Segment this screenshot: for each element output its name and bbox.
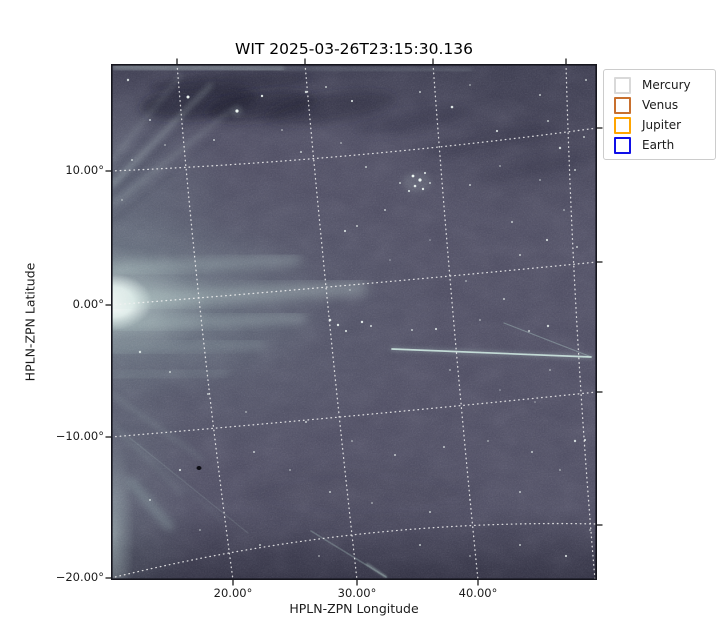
legend-marker-mercury <box>614 76 631 94</box>
y-tick-label: −20.00° <box>55 570 104 584</box>
x-axis-label: HPLN-ZPN Longitude <box>289 601 419 616</box>
legend-item-mercury: Mercury <box>614 75 715 95</box>
y-tick-label: −10.00° <box>55 429 104 443</box>
legend-label: Venus <box>642 98 679 112</box>
legend-item-venus: Venus <box>614 95 715 115</box>
y-tick-label: 0.00° <box>72 297 104 311</box>
planet-legend: Mercury Venus Jupiter Earth <box>603 69 716 160</box>
legend-label: Earth <box>642 138 675 152</box>
y-axis-label: HPLN-ZPN Latitude <box>22 262 38 382</box>
y-tick-label: 10.00° <box>65 163 104 177</box>
plot-title: WIT 2025-03-26T23:15:30.136 <box>235 40 473 58</box>
legend-item-earth: Earth <box>614 135 715 155</box>
legend-label: Mercury <box>642 78 691 92</box>
legend-label: Jupiter <box>642 118 682 132</box>
x-tick-label: 30.00° <box>337 586 377 600</box>
x-tick-label: 20.00° <box>213 586 253 600</box>
legend-marker-earth <box>614 136 631 154</box>
legend-marker-venus <box>614 96 631 114</box>
sky-image <box>111 64 597 580</box>
sky-image-panel <box>111 64 597 580</box>
legend-item-jupiter: Jupiter <box>614 115 715 135</box>
x-tick-label: 40.00° <box>458 586 498 600</box>
legend-marker-jupiter <box>614 116 631 134</box>
